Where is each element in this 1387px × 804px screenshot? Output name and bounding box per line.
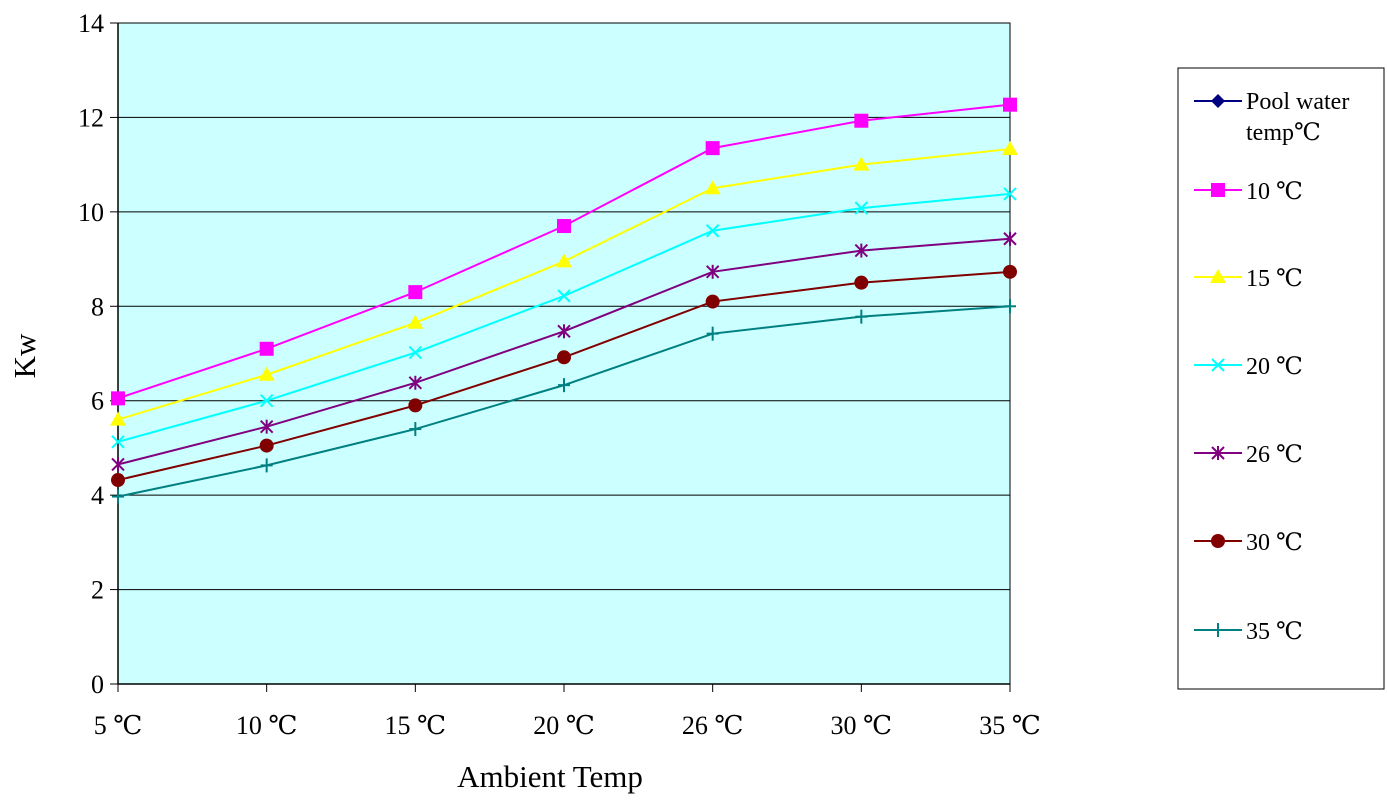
y-tick-label: 10 (78, 198, 104, 227)
legend-entry: 15 ℃ (1194, 266, 1303, 292)
data-point (408, 345, 423, 360)
data-point (408, 398, 423, 413)
legend-entry: 26 ℃ (1194, 442, 1303, 468)
data-point (111, 457, 125, 472)
y-tick-label: 12 (78, 103, 104, 132)
data-point (1210, 269, 1226, 283)
data-point (706, 326, 719, 341)
data-point (1003, 97, 1017, 112)
x-tick-label: 35 ℃ (979, 711, 1041, 740)
legend-entries: 10 ℃ 15 ℃ 20 ℃ 26 ℃ 30 ℃ 35 ℃ (1194, 179, 1303, 645)
data-point (1211, 183, 1225, 197)
data-point (111, 473, 125, 488)
data-point (1212, 623, 1224, 637)
data-point (557, 324, 571, 339)
data-point (111, 435, 125, 449)
data-point (1003, 231, 1017, 246)
y-tick-labels: 0 2 4 6 8 10 12 14 (78, 9, 104, 699)
data-point (259, 438, 274, 453)
y-axis-title: Kw (7, 333, 42, 378)
data-point (854, 201, 869, 215)
legend-entry: 35 ℃ (1194, 619, 1303, 645)
y-tick-label: 8 (91, 292, 104, 321)
y-tick-label: 2 (91, 576, 104, 605)
data-point (1004, 299, 1016, 314)
data-point (854, 113, 869, 128)
data-point (1211, 446, 1225, 460)
data-point (854, 275, 869, 290)
data-point (112, 489, 124, 504)
data-point (259, 419, 274, 434)
series-4 (111, 231, 1017, 472)
x-tick-label: 10 ℃ (236, 711, 298, 740)
legend-entry: 10 ℃ (1194, 179, 1303, 205)
data-point (258, 366, 275, 381)
legend-label: 35 ℃ (1246, 619, 1303, 645)
legend-label: 20 ℃ (1246, 354, 1303, 380)
x-axis-title: Ambient Temp (457, 759, 643, 794)
legend-entry-title: Pool water temp℃ (1194, 89, 1349, 146)
data-point (705, 264, 720, 279)
y-tick-label: 4 (91, 481, 104, 510)
y-tick-label: 6 (91, 387, 104, 416)
data-point (1003, 187, 1017, 201)
legend-title-marker (1211, 94, 1225, 108)
legend-title-line-1: Pool water (1246, 89, 1349, 115)
x-tick-label: 20 ℃ (533, 711, 595, 740)
legend: Pool water temp℃ 10 ℃ 15 ℃ 20 ℃ 26 ℃ 30 ℃ 35 … (1177, 67, 1385, 690)
series-group (110, 97, 1018, 504)
data-point (705, 141, 720, 156)
legend-entry: 30 ℃ (1194, 530, 1303, 556)
legend-label: 15 ℃ (1246, 266, 1303, 292)
data-point (110, 411, 126, 426)
x-tick-labels: 5 ℃ 10 ℃ 15 ℃ 20 ℃ 26 ℃ 30 ℃ 35 ℃ (94, 711, 1041, 740)
data-point (705, 294, 720, 309)
data-point (408, 285, 423, 300)
series-6 (112, 299, 1016, 504)
data-point (557, 289, 571, 303)
data-point (1002, 141, 1018, 156)
data-point (1211, 358, 1225, 372)
series-1 (111, 97, 1017, 406)
data-point (558, 378, 570, 393)
data-point (111, 391, 125, 406)
data-point (259, 341, 274, 356)
legend-entry: 20 ℃ (1194, 354, 1303, 380)
data-point (556, 253, 572, 268)
series-2 (110, 141, 1018, 426)
y-tick-label: 14 (78, 9, 104, 38)
data-point (1003, 264, 1017, 279)
legend-label: 10 ℃ (1246, 179, 1303, 205)
legend-label: 30 ℃ (1246, 530, 1303, 556)
x-tick-label: 26 ℃ (682, 711, 744, 740)
legend-label: 26 ℃ (1246, 442, 1303, 468)
data-point (705, 224, 720, 238)
legend-title-line-2: temp℃ (1246, 120, 1321, 146)
series-5 (111, 264, 1017, 488)
y-tick-label: 0 (91, 670, 104, 699)
data-point (407, 314, 424, 329)
data-point (854, 243, 869, 258)
x-tick-label: 5 ℃ (94, 711, 143, 740)
data-point (409, 422, 422, 437)
data-point (855, 309, 868, 324)
data-point (1211, 534, 1225, 548)
legend-box (1177, 67, 1385, 690)
data-point (259, 394, 274, 408)
data-point (853, 156, 870, 171)
data-point (260, 458, 273, 473)
x-tick-label: 30 ℃ (831, 711, 893, 740)
data-point (704, 180, 721, 195)
data-point (408, 375, 423, 390)
series-3 (111, 187, 1017, 449)
x-tick-label: 15 ℃ (385, 711, 447, 740)
data-point (557, 219, 571, 234)
data-point (557, 350, 571, 365)
